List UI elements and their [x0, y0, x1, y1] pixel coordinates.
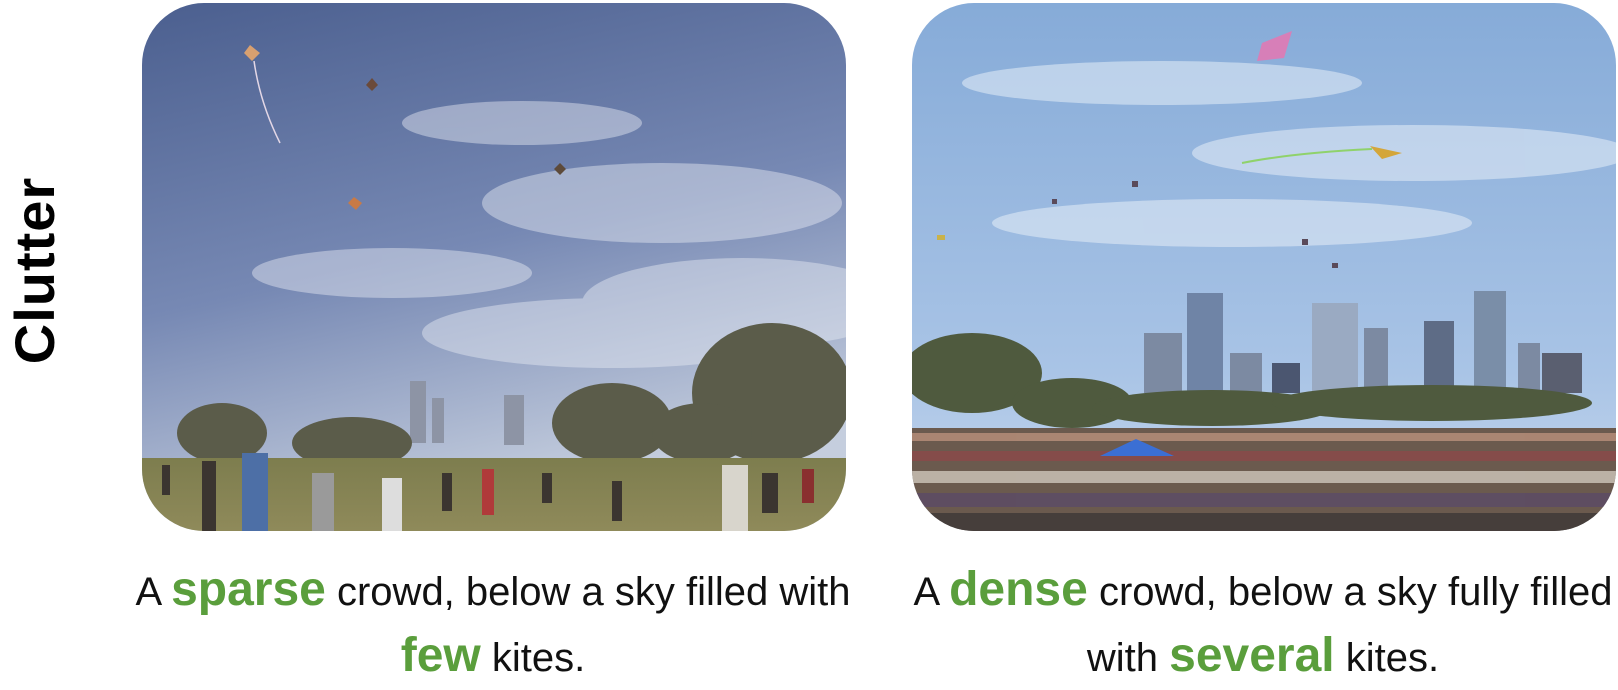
caption-dense-mid: crowd, below a sky fully filled with — [1086, 570, 1613, 680]
caption-dense-highlight: dense — [949, 563, 1088, 616]
caption-sparse-pre: A — [135, 570, 160, 614]
sparse-crowd-image — [142, 3, 846, 531]
dense-crowd-image — [912, 3, 1616, 531]
photo-sparse-crowd — [142, 3, 846, 531]
caption-dense: A dense crowd, below a sky fully filled … — [883, 558, 1618, 690]
caption-dense-highlight-2: several — [1169, 629, 1335, 682]
caption-sparse-mid: crowd, below a sky filled with — [336, 570, 851, 614]
caption-dense-pre: A — [913, 570, 938, 614]
caption-sparse-post: kites. — [491, 636, 586, 680]
caption-sparse: A sparse crowd, below a sky filled with … — [113, 558, 873, 690]
photo-dense-crowd — [912, 3, 1616, 531]
caption-sparse-highlight-2: few — [400, 629, 481, 682]
row-label: Clutter — [0, 0, 70, 540]
row-label-text: Clutter — [3, 176, 67, 364]
caption-sparse-highlight: sparse — [171, 563, 326, 616]
caption-dense-post: kites. — [1345, 636, 1440, 680]
